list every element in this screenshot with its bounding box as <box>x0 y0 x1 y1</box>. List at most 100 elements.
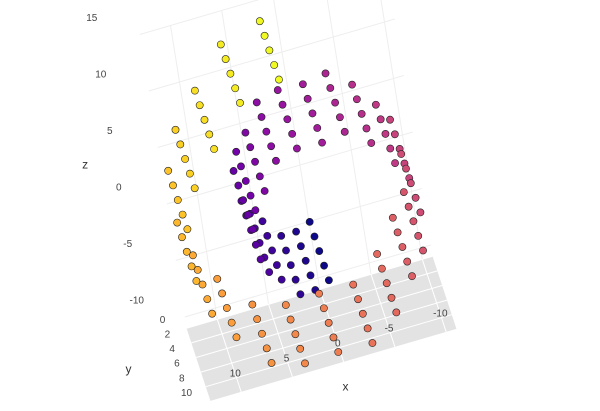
point <box>234 181 243 190</box>
point <box>251 157 259 166</box>
point <box>386 115 394 124</box>
point <box>187 262 196 271</box>
point <box>397 150 406 158</box>
y-tick-label: 6 <box>174 359 180 370</box>
point <box>272 261 281 269</box>
x-grid-line <box>216 319 242 393</box>
y-grid-line <box>196 285 443 358</box>
point <box>252 98 261 107</box>
point <box>178 210 187 219</box>
point <box>334 348 343 356</box>
x-grid-line <box>268 304 294 378</box>
point <box>301 359 309 368</box>
point <box>263 231 272 240</box>
y-grid-line <box>210 328 457 402</box>
point <box>176 140 185 149</box>
point <box>239 196 248 205</box>
grid <box>139 0 457 402</box>
point <box>270 61 279 69</box>
x-tick-label: 5 <box>284 354 290 365</box>
y-tick-label: 4 <box>169 344 175 355</box>
point <box>265 268 274 277</box>
point <box>169 181 177 190</box>
point <box>378 264 386 273</box>
point <box>329 333 338 342</box>
point <box>241 128 250 137</box>
x-wall-grid-line <box>221 10 270 305</box>
point <box>376 115 385 124</box>
point <box>258 217 267 226</box>
point <box>402 164 410 173</box>
point <box>318 138 326 147</box>
y-tick-label: 8 <box>179 373 185 384</box>
point <box>404 202 413 211</box>
point <box>189 251 197 260</box>
point <box>326 84 335 92</box>
point <box>208 309 217 318</box>
point <box>349 280 358 289</box>
point <box>192 277 201 285</box>
point <box>388 213 397 222</box>
point <box>255 172 264 181</box>
point <box>288 129 297 138</box>
floor-plane <box>186 256 457 402</box>
point <box>363 324 372 333</box>
point <box>381 130 390 138</box>
point <box>258 329 266 338</box>
point <box>354 295 362 304</box>
point <box>265 46 274 55</box>
y-tick-label: 10 <box>181 388 193 399</box>
point <box>352 95 361 104</box>
point <box>367 139 376 147</box>
point <box>298 80 307 89</box>
point <box>277 232 286 240</box>
point <box>362 124 371 133</box>
point <box>190 184 199 193</box>
point <box>195 101 204 110</box>
z-tick-label: 5 <box>107 126 113 137</box>
y-tick-label: 2 <box>165 330 171 341</box>
point <box>296 242 305 251</box>
point <box>368 339 377 347</box>
point <box>305 217 314 226</box>
point <box>419 246 427 255</box>
x-wall-grid-line <box>326 0 372 275</box>
point <box>221 55 230 63</box>
point <box>181 155 189 163</box>
point <box>386 144 395 153</box>
point <box>416 208 425 217</box>
point <box>257 113 266 121</box>
point <box>403 257 412 266</box>
point <box>171 125 180 134</box>
x-tick-label: -5 <box>385 324 394 335</box>
z-tick-label: 10 <box>95 70 107 81</box>
point <box>205 130 214 139</box>
point <box>241 177 250 185</box>
point <box>272 156 280 165</box>
point <box>319 304 328 313</box>
x-tick-label: 10 <box>230 369 242 380</box>
point <box>336 113 344 122</box>
point <box>308 109 317 118</box>
point <box>246 191 255 200</box>
point <box>373 250 382 258</box>
point <box>387 293 396 302</box>
y-axis-title: y <box>126 362 132 376</box>
point <box>303 94 312 103</box>
point <box>246 143 255 152</box>
point <box>173 196 182 204</box>
point <box>244 210 252 219</box>
point <box>267 142 276 151</box>
z-grid-line <box>166 131 413 205</box>
point <box>262 344 271 353</box>
point <box>200 115 209 124</box>
point <box>216 40 225 49</box>
point <box>222 304 231 312</box>
point <box>392 308 401 317</box>
point <box>248 225 257 234</box>
z-grid-line <box>139 0 260 35</box>
x-tick-label: -10 <box>433 309 448 320</box>
x-grid-line <box>421 259 447 333</box>
point <box>227 318 236 327</box>
point <box>315 289 323 298</box>
